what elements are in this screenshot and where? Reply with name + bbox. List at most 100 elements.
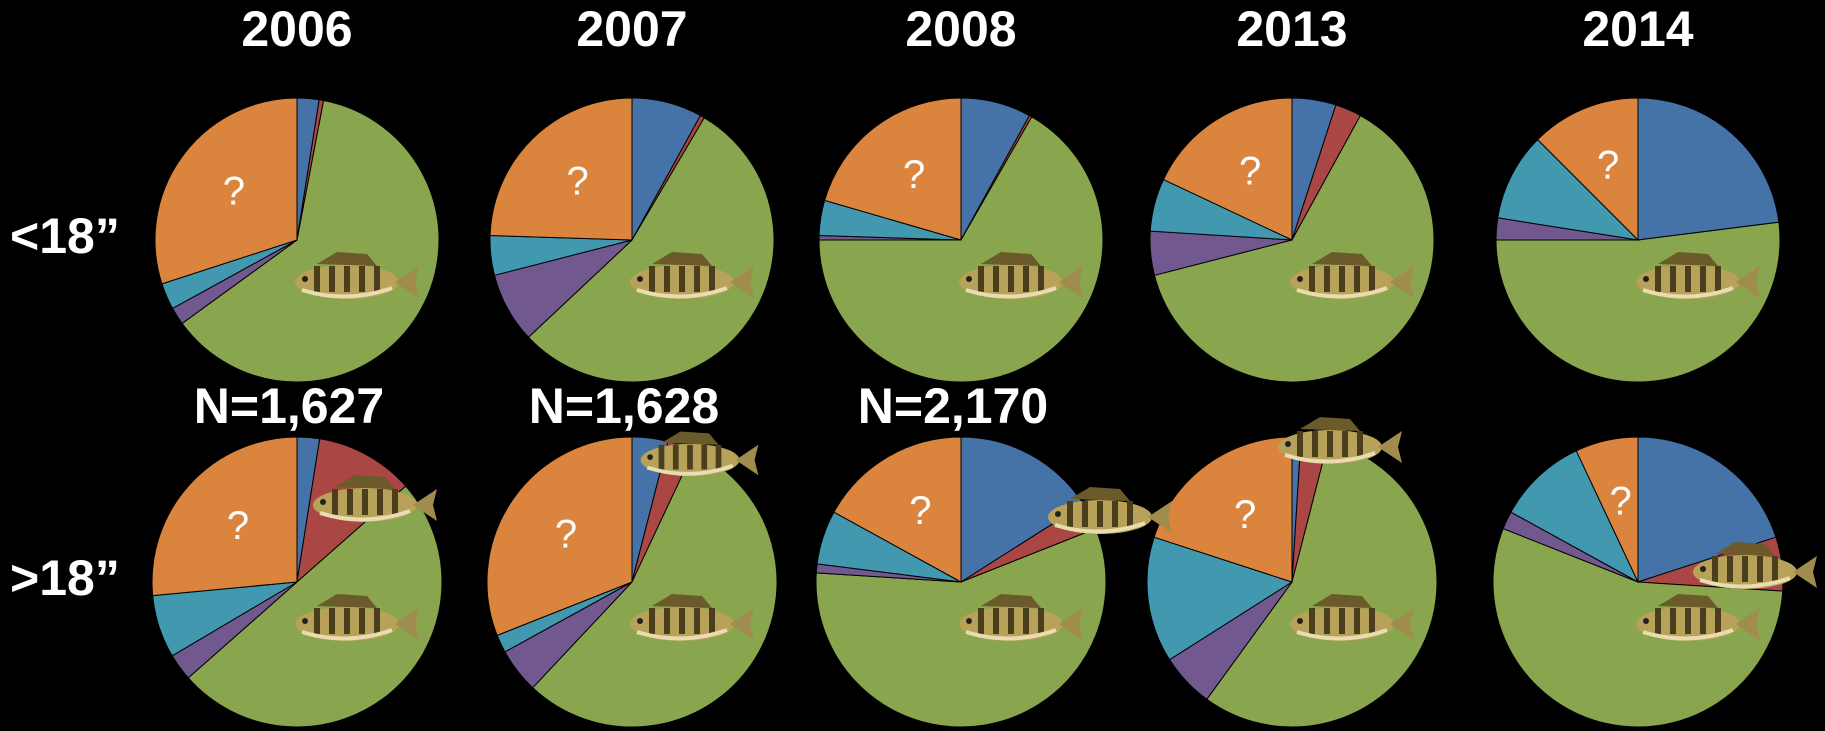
fish-stripe	[1023, 608, 1029, 634]
fish-stripe	[1008, 266, 1014, 292]
pie-slice	[154, 97, 298, 285]
fish-stripe	[1082, 501, 1088, 527]
fish-stripe	[649, 266, 655, 292]
fish-icon	[959, 594, 1083, 641]
fish-stripe	[1357, 431, 1363, 457]
pie-slice	[532, 450, 778, 728]
slice-label: ?	[1239, 150, 1261, 194]
fish-tail	[1736, 266, 1760, 298]
column-label: 2014	[1582, 1, 1693, 57]
fish-tail	[730, 266, 754, 298]
fish-stripe	[1685, 608, 1691, 634]
fish-stripe	[392, 489, 398, 515]
fish-eye	[966, 618, 972, 624]
fish-icon	[630, 252, 754, 299]
fish-belly	[636, 628, 728, 641]
slice-label: ?	[903, 153, 925, 197]
fish-icon	[959, 252, 1083, 299]
fish-fin	[661, 431, 719, 445]
fish-stripe	[1309, 266, 1315, 292]
fish-stripe	[1715, 266, 1721, 292]
fish-stripe	[649, 608, 655, 634]
fish-eye	[1643, 618, 1649, 624]
fish-stripe	[1097, 501, 1103, 527]
fish-stripe	[1324, 266, 1330, 292]
pie-slice	[824, 97, 962, 241]
fish-fin	[1070, 487, 1130, 501]
fish-eye	[302, 276, 308, 282]
fish-stripe	[1127, 501, 1133, 527]
pie-slice	[1637, 97, 1780, 241]
fish-icon	[1693, 542, 1817, 589]
slice-label: ?	[227, 504, 249, 548]
pie-slice	[181, 99, 440, 383]
fish-tail	[1378, 431, 1402, 463]
fish-eye	[302, 618, 308, 624]
fish-tail	[1059, 266, 1083, 298]
fish-stripe	[344, 608, 350, 634]
fish-tail	[1148, 501, 1172, 533]
fish-stripe	[1685, 266, 1691, 292]
fish-stripe	[1354, 266, 1360, 292]
pie-slice	[486, 436, 633, 637]
fish-stripe	[664, 266, 670, 292]
fish-stripe	[679, 266, 685, 292]
fish-stripe	[362, 489, 368, 515]
fish-fin	[981, 594, 1041, 608]
row-label: <18”	[10, 208, 120, 264]
fish-stripe	[1369, 608, 1375, 634]
fish-stripe	[1327, 431, 1333, 457]
pie-slice	[818, 116, 1104, 383]
fish-stripe	[1342, 431, 1348, 457]
fish-belly	[1054, 521, 1146, 534]
fish-stripe	[694, 608, 700, 634]
fish-stripe	[679, 608, 685, 634]
fish-stripe	[332, 489, 338, 515]
pie-slice	[1162, 97, 1293, 241]
slice-label: ?	[567, 159, 589, 203]
fish-stripe	[314, 266, 320, 292]
fish-stripe	[1670, 608, 1676, 634]
fish-stripe	[1038, 608, 1044, 634]
fish-belly	[1296, 628, 1388, 641]
fish-fin	[1312, 594, 1372, 608]
slice-label: ?	[223, 170, 245, 214]
fish-eye	[1055, 511, 1061, 517]
fish-stripe	[993, 266, 999, 292]
fish-stripe	[344, 266, 350, 292]
fish-stripe	[1712, 556, 1718, 582]
fish-stripe	[329, 266, 335, 292]
fish-icon	[1048, 487, 1172, 534]
fish-stripe	[1772, 556, 1778, 582]
fish-eye	[637, 618, 643, 624]
fish-belly	[965, 286, 1057, 299]
fish-stripe	[1023, 266, 1029, 292]
column-label: 2007	[576, 1, 687, 57]
fish-stripe	[1742, 556, 1748, 582]
fish-stripe	[709, 608, 715, 634]
fish-stripe	[1297, 431, 1303, 457]
row-label: >18”	[10, 550, 120, 606]
fish-icon	[1636, 594, 1760, 641]
fish-stripe	[993, 608, 999, 634]
fish-stripe	[314, 608, 320, 634]
fish-stripe	[1727, 556, 1733, 582]
pie-slice	[1146, 536, 1294, 661]
fish-belly	[1284, 451, 1376, 464]
fish-eye	[1285, 441, 1291, 447]
pie-slice	[151, 436, 298, 597]
fish-eye	[966, 276, 972, 282]
fish-fin	[317, 252, 377, 266]
fish-stripe	[1112, 501, 1118, 527]
fish-stripe	[1067, 501, 1073, 527]
fish-tail	[730, 608, 754, 640]
fish-tail	[1793, 556, 1817, 588]
pie-slice	[187, 485, 443, 728]
fish-icon	[295, 252, 419, 299]
sample-size: N=2,170	[858, 378, 1048, 434]
fish-belly	[1642, 628, 1734, 641]
fish-stripe	[709, 266, 715, 292]
fish-fin	[1715, 542, 1775, 556]
